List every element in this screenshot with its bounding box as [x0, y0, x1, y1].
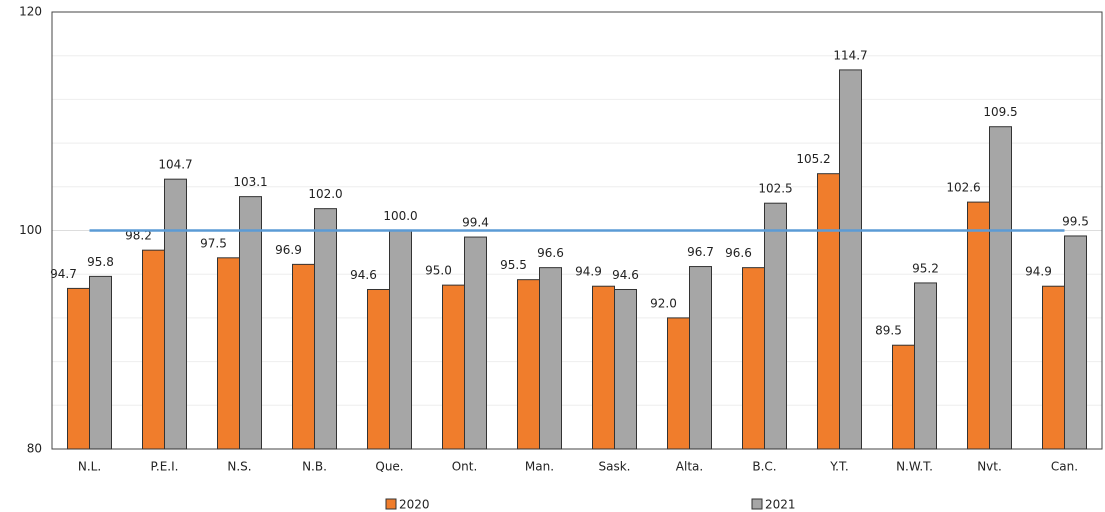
data-label: 89.5	[875, 324, 902, 338]
data-label: 102.5	[758, 182, 792, 196]
bar	[592, 285, 615, 450]
bar	[742, 267, 765, 450]
x-tick-label: Ont.	[452, 460, 478, 474]
data-label: 94.9	[1025, 265, 1052, 279]
bar	[839, 69, 862, 450]
bar	[817, 173, 840, 450]
data-label: 92.0	[650, 296, 677, 310]
x-tick-label: P.E.I.	[151, 460, 179, 474]
bar	[764, 202, 787, 450]
bar	[892, 344, 915, 450]
bar	[1042, 285, 1065, 450]
data-label: 114.7	[833, 48, 867, 62]
bar	[967, 201, 990, 450]
data-label: 95.0	[425, 264, 452, 278]
x-tick-label: N.S.	[227, 460, 251, 474]
data-label: 96.9	[275, 243, 302, 257]
x-tick-label: Man.	[525, 460, 554, 474]
data-label: 99.4	[462, 216, 489, 230]
bar	[389, 230, 412, 450]
x-tick-label: N.L.	[78, 460, 101, 474]
bar	[164, 178, 187, 450]
x-tick-label: N.W.T.	[896, 460, 933, 474]
legend-swatch	[751, 498, 763, 510]
bar	[667, 317, 690, 450]
bar	[442, 284, 465, 450]
data-label: 104.7	[158, 158, 192, 172]
data-label: 98.2	[125, 229, 152, 243]
data-label: 102.0	[308, 187, 342, 201]
bar	[367, 288, 390, 450]
x-tick-label: N.B.	[302, 460, 327, 474]
bar	[689, 266, 712, 450]
bar	[89, 275, 112, 450]
x-tick-label: Can.	[1051, 460, 1078, 474]
data-label: 94.9	[575, 265, 602, 279]
data-label: 103.1	[233, 175, 267, 189]
x-tick-label: Alta.	[676, 460, 703, 474]
bar	[217, 257, 240, 450]
data-label: 94.7	[50, 267, 77, 281]
bar	[517, 279, 540, 450]
data-label: 96.6	[537, 246, 564, 260]
bar	[989, 126, 1012, 450]
data-label: 102.6	[946, 181, 980, 195]
data-label: 95.5	[500, 258, 527, 272]
legend-swatch	[385, 498, 397, 510]
bar	[914, 282, 937, 450]
data-label: 97.5	[200, 236, 227, 250]
y-tick-label: 80	[27, 442, 42, 456]
legend-label: 2020	[399, 498, 430, 512]
bar	[314, 208, 337, 450]
bar	[464, 236, 487, 450]
bar	[142, 249, 165, 450]
x-tick-label: Sask.	[599, 460, 631, 474]
x-tick-label: B.C.	[752, 460, 776, 474]
data-label: 95.8	[87, 255, 114, 269]
plot-frame	[51, 11, 1103, 450]
x-tick-label: Nvt.	[977, 460, 1002, 474]
y-tick-label: 120	[19, 5, 42, 19]
data-label: 94.6	[350, 268, 377, 282]
data-label: 99.5	[1062, 214, 1089, 228]
legend-label: 2021	[765, 498, 796, 512]
bar	[292, 263, 315, 450]
x-tick-label: Que.	[375, 460, 403, 474]
data-label: 105.2	[796, 152, 830, 166]
data-label: 100.0	[383, 209, 417, 223]
bar	[614, 288, 637, 450]
data-label: 95.2	[912, 261, 939, 275]
data-label: 94.6	[612, 268, 639, 282]
bar	[239, 196, 262, 450]
bar	[1064, 235, 1087, 450]
y-tick-label: 100	[19, 223, 42, 237]
data-label: 96.6	[725, 246, 752, 260]
data-label: 96.7	[687, 245, 714, 259]
data-label: 109.5	[983, 105, 1017, 119]
bar	[539, 267, 562, 450]
bar	[67, 287, 90, 450]
x-tick-label: Y.T.	[829, 460, 848, 474]
